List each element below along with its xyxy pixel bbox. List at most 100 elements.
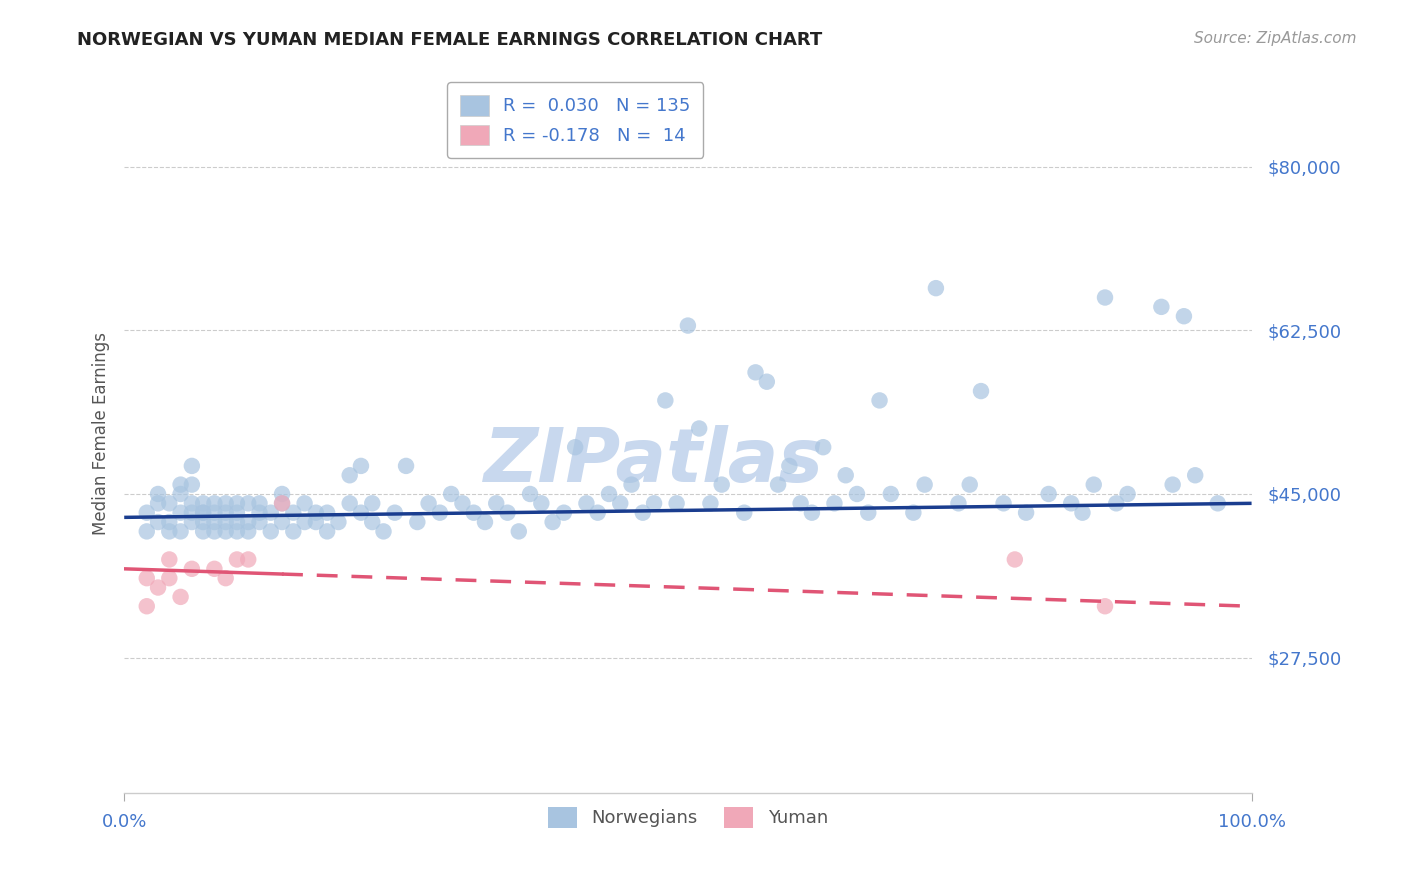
Point: [169, 524, 191, 539]
Point: [361, 515, 384, 529]
Point: [880, 487, 903, 501]
Text: NORWEGIAN VS YUMAN MEDIAN FEMALE EARNINGS CORRELATION CHART: NORWEGIAN VS YUMAN MEDIAN FEMALE EARNING…: [77, 31, 823, 49]
Point: [238, 515, 260, 529]
Point: [135, 524, 157, 539]
Point: [564, 440, 586, 454]
Point: [215, 571, 238, 585]
Legend: Norwegians, Yuman: Norwegians, Yuman: [540, 799, 835, 835]
Point: [169, 590, 191, 604]
Point: [755, 375, 778, 389]
Point: [869, 393, 891, 408]
Point: [948, 496, 970, 510]
Point: [508, 524, 530, 539]
Point: [1094, 291, 1116, 305]
Point: [169, 506, 191, 520]
Point: [925, 281, 948, 295]
Point: [226, 524, 249, 539]
Point: [226, 506, 249, 520]
Point: [305, 506, 328, 520]
Point: [485, 496, 508, 510]
Point: [146, 515, 169, 529]
Point: [1173, 310, 1195, 324]
Point: [778, 458, 800, 473]
Point: [283, 524, 305, 539]
Point: [339, 468, 361, 483]
Point: [350, 458, 373, 473]
Point: [553, 506, 575, 520]
Text: ZIPatlas: ZIPatlas: [484, 425, 824, 499]
Point: [858, 506, 880, 520]
Point: [169, 477, 191, 491]
Point: [226, 552, 249, 566]
Point: [575, 496, 598, 510]
Point: [811, 440, 834, 454]
Point: [654, 393, 676, 408]
Point: [1105, 496, 1128, 510]
Point: [789, 496, 811, 510]
Point: [665, 496, 688, 510]
Point: [180, 506, 202, 520]
Text: Source: ZipAtlas.com: Source: ZipAtlas.com: [1194, 31, 1357, 46]
Point: [418, 496, 440, 510]
Point: [914, 477, 936, 491]
Point: [226, 496, 249, 510]
Point: [146, 496, 169, 510]
Point: [384, 506, 406, 520]
Point: [135, 571, 157, 585]
Point: [631, 506, 654, 520]
Point: [395, 458, 418, 473]
Point: [271, 496, 294, 510]
Point: [688, 421, 710, 435]
Point: [283, 506, 305, 520]
Point: [271, 496, 294, 510]
Point: [146, 581, 169, 595]
Point: [249, 515, 271, 529]
Point: [766, 477, 789, 491]
Point: [202, 496, 225, 510]
Point: [191, 506, 214, 520]
Point: [1161, 477, 1184, 491]
Point: [305, 515, 328, 529]
Point: [1116, 487, 1139, 501]
Point: [440, 487, 463, 501]
Point: [157, 571, 180, 585]
Point: [519, 487, 541, 501]
Point: [202, 515, 225, 529]
Point: [1184, 468, 1206, 483]
Point: [238, 524, 260, 539]
Point: [146, 487, 169, 501]
Point: [373, 524, 395, 539]
Point: [1015, 506, 1038, 520]
Point: [135, 599, 157, 614]
Point: [260, 506, 283, 520]
Point: [1071, 506, 1094, 520]
Point: [271, 487, 294, 501]
Point: [1004, 552, 1026, 566]
Point: [260, 524, 283, 539]
Point: [350, 506, 373, 520]
Point: [733, 506, 755, 520]
Point: [541, 515, 564, 529]
Point: [406, 515, 429, 529]
Point: [800, 506, 823, 520]
Point: [339, 496, 361, 510]
Point: [271, 515, 294, 529]
Point: [157, 515, 180, 529]
Point: [157, 524, 180, 539]
Point: [823, 496, 845, 510]
Point: [835, 468, 858, 483]
Point: [249, 496, 271, 510]
Point: [1060, 496, 1083, 510]
Point: [215, 524, 238, 539]
Point: [316, 506, 339, 520]
Point: [451, 496, 474, 510]
Point: [180, 458, 202, 473]
Point: [215, 515, 238, 529]
Point: [1083, 477, 1105, 491]
Point: [249, 506, 271, 520]
Point: [294, 496, 316, 510]
Point: [169, 487, 191, 501]
Point: [191, 515, 214, 529]
Point: [474, 515, 496, 529]
Point: [496, 506, 519, 520]
